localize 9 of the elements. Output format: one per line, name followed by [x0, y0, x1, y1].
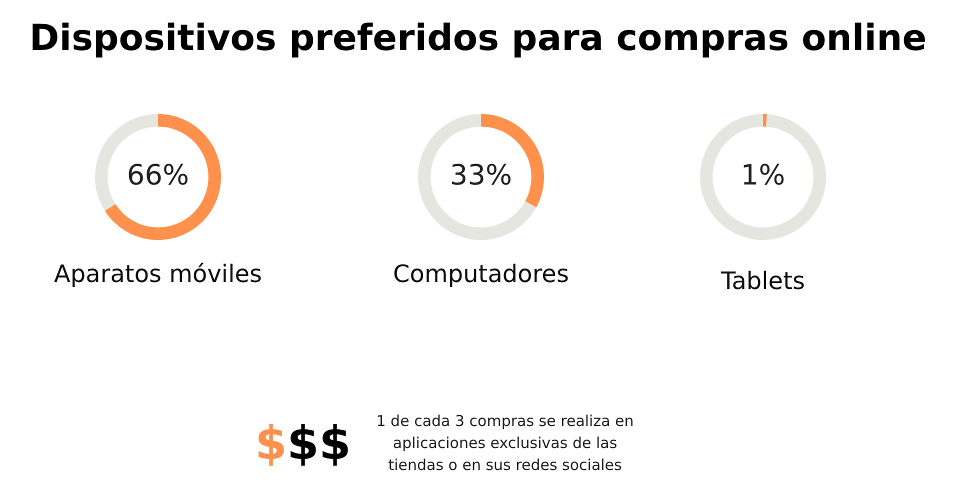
text: Aparatos móviles	[52, 260, 264, 288]
text: Dispositivos preferidos para compras online	[28, 18, 928, 59]
text: Computadores	[392, 260, 570, 288]
data-label: 33%	[450, 158, 512, 192]
data-label: 66%	[126, 158, 190, 192]
data-label: 1%	[740, 158, 786, 192]
text: $$$	[255, 416, 352, 470]
text: 1 de cada 3 compras se realiza en aplicaciones exclusivas de las tiendas o en sus redes sociales	[375, 411, 635, 476]
text: Tablets	[720, 267, 806, 295]
